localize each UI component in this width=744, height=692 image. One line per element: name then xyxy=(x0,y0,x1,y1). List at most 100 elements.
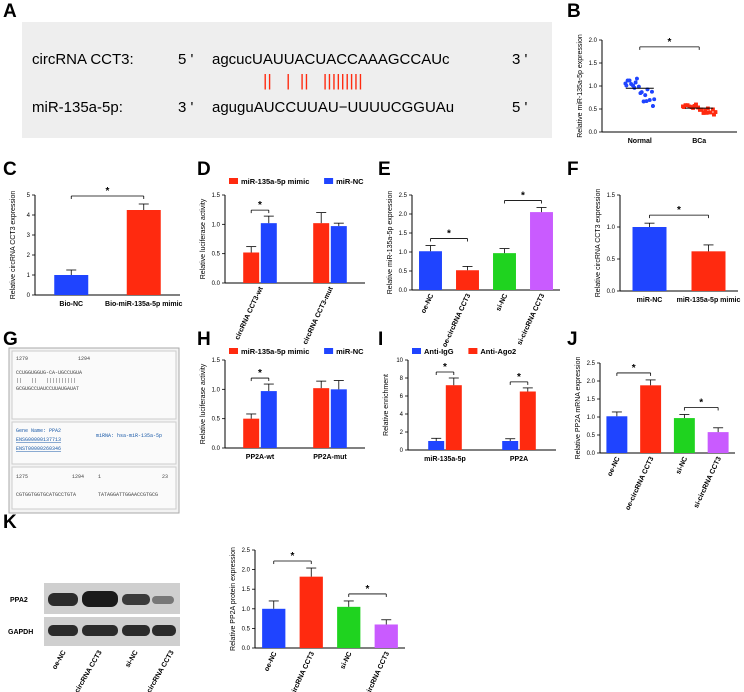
y-axis-label: Relative enrichment xyxy=(383,374,390,436)
y-tick-label: 0 xyxy=(400,448,404,454)
y-tick-label: 0.0 xyxy=(212,446,221,452)
legend-swatch-1 xyxy=(324,348,334,354)
bar-1-0 xyxy=(502,441,519,450)
row1-prime3: 3 ' xyxy=(512,51,528,68)
panel-label-e: E xyxy=(378,159,391,180)
y-axis-label: Relative PP2A protein expression xyxy=(230,547,237,651)
x-category-label: oe-NC xyxy=(420,293,435,315)
bar-2 xyxy=(493,253,516,290)
point-bca xyxy=(703,108,708,113)
pairing-lines: || | || ||||||||| xyxy=(263,71,363,90)
panel-label-i: I xyxy=(378,329,383,350)
x-category-label: si-circRNA CCT3 xyxy=(516,293,546,347)
sig-star: * xyxy=(632,363,636,374)
point-bca xyxy=(711,107,715,112)
point-bca xyxy=(712,112,716,117)
bar-0-1 xyxy=(260,223,277,283)
point-normal xyxy=(636,84,641,89)
y-tick-label: 1.5 xyxy=(607,193,616,199)
sig-star: * xyxy=(366,584,370,595)
circrna-sequence: agcucUAUUACUACCAAAGCCAUc xyxy=(212,51,450,68)
y-tick-label: 10 xyxy=(396,358,403,364)
x-category-label: Bio-NC xyxy=(59,301,83,308)
point-bca xyxy=(694,102,698,107)
panel-label-f: F xyxy=(567,159,579,180)
y-tick-label: 0.0 xyxy=(587,451,596,457)
y-axis-label: Relative miR-135a-5p expression xyxy=(577,34,584,138)
db-seq-top: CCUGGUGGUG-CA-UGCCUGUA xyxy=(16,370,82,376)
y-tick-label: 2.0 xyxy=(242,568,251,574)
bar-1 xyxy=(691,251,726,291)
x-category-label: PP2A-wt xyxy=(246,454,275,461)
y-tick-label: 5 xyxy=(27,193,31,199)
sig-star: * xyxy=(668,37,672,48)
y-tick-label: 1.0 xyxy=(212,387,221,393)
y-tick-label: 2 xyxy=(400,430,404,436)
y-tick-label: 0.0 xyxy=(212,281,221,287)
panel-label-j: J xyxy=(567,329,578,350)
y-tick-label: 0.0 xyxy=(242,646,251,652)
chart-panel-j: 0.0 0.5 1.0 1.5 2.0 2.5 Relative PP2A mRNA exp… xyxy=(575,357,735,511)
point-normal xyxy=(650,89,654,94)
y-tick-label: 0.5 xyxy=(589,107,598,113)
db-gene-id1: ENSG00000137713 xyxy=(16,437,61,443)
point-normal xyxy=(625,78,630,83)
chart-panel-e: 0.0 0.5 1.0 1.5 2.0 2.5 Relative miR-135a-5p e… xyxy=(387,191,560,348)
point-bca xyxy=(687,104,692,109)
point-normal xyxy=(639,90,644,95)
legend-label-1: miR-NC xyxy=(336,347,364,356)
band-gapdh-2 xyxy=(82,625,118,636)
alignment-box xyxy=(22,22,552,138)
legend-label-0: miR-135a-5p mimic xyxy=(241,347,309,356)
y-tick-label: 2.5 xyxy=(587,361,596,367)
x-category-label: oe-circRNA CCT3 xyxy=(285,651,316,692)
y-tick-label: 1.5 xyxy=(212,358,221,364)
y-tick-label: 1.0 xyxy=(587,415,596,421)
point-bca xyxy=(682,105,686,109)
y-tick-label: 1.0 xyxy=(399,250,408,256)
chart-panel-b: 0.0 0.5 1.0 1.5 2.0 Relative miR-135a-5p expr… xyxy=(577,34,737,145)
y-axis-label: Relative PP2A mRNA expression xyxy=(575,357,582,460)
y-tick-label: 1.5 xyxy=(242,587,251,593)
bar-2 xyxy=(337,606,361,648)
y-tick-label: 1.0 xyxy=(212,222,221,228)
sig-star: * xyxy=(443,362,447,373)
bar-1-1 xyxy=(330,389,347,448)
bar-1 xyxy=(456,270,479,290)
y-tick-label: 3 xyxy=(27,233,31,239)
point-normal xyxy=(647,98,652,102)
y-tick-label: 0.0 xyxy=(589,130,598,136)
panel-a-alignment: circRNA CCT3: 5 ' agcucUAUUACUACCAAAGCCA… xyxy=(22,22,552,138)
db-pos1-right: 1294 xyxy=(78,356,90,362)
point-normal xyxy=(635,76,639,81)
y-tick-label: 0.5 xyxy=(212,252,221,258)
panel-label-c: C xyxy=(3,159,17,180)
y-tick-label: 0.0 xyxy=(399,288,408,294)
x-category-label: PP2A xyxy=(510,456,528,463)
point-bca xyxy=(713,110,718,114)
x-category-label: oe-NC xyxy=(264,651,279,673)
point-bca xyxy=(704,111,709,115)
legend-swatch-1 xyxy=(468,348,478,354)
bar-0-1 xyxy=(445,385,462,450)
panel-label-g: G xyxy=(3,329,18,350)
db-box-top xyxy=(11,350,177,420)
x-category-label: Bio-miR-135a-5p mimic xyxy=(105,301,183,308)
bar-3 xyxy=(530,212,553,290)
y-tick-label: 0.0 xyxy=(607,289,616,295)
point-normal xyxy=(643,93,648,98)
point-normal xyxy=(651,104,655,108)
band-ppa2-4 xyxy=(152,596,174,604)
legend-swatch-1 xyxy=(324,178,334,184)
db-box-mid xyxy=(11,421,177,465)
bar-3 xyxy=(707,432,729,453)
x-category-label: miR-NC xyxy=(637,297,663,304)
band-gapdh-1 xyxy=(48,625,78,636)
y-tick-label: 1.5 xyxy=(399,231,408,237)
bar-0-1 xyxy=(260,391,277,448)
x-category-label: circRNA CCT3-wt xyxy=(234,285,265,341)
point-bca xyxy=(683,103,688,108)
blot-label-gapdh: GAPDH xyxy=(8,629,33,636)
bar-2 xyxy=(673,418,695,453)
